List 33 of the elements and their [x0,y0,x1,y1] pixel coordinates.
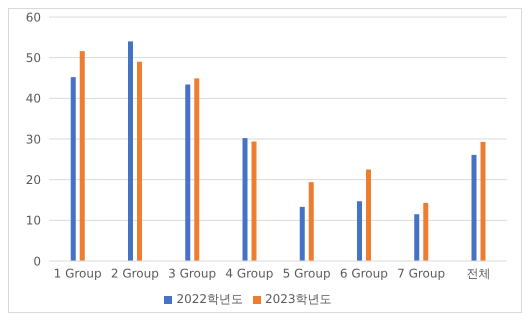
bar [414,214,420,261]
y-tick-label: 30 [26,132,41,146]
bar [185,84,190,261]
y-tick-label: 50 [26,50,41,65]
bar [357,201,362,261]
x-tick-label: 7 Group [397,266,446,281]
legend-label: 2023학년도 [265,292,332,306]
bar [423,202,428,261]
bar [194,78,200,261]
bar [242,138,248,261]
bar [137,62,142,261]
bar [80,51,85,261]
x-tick-label: 3 Group [168,266,216,281]
y-tick-label: 0 [33,254,41,268]
legend-label: 2022학년도 [176,292,243,306]
y-tick-label: 40 [26,92,41,106]
bar [70,77,76,261]
bar [308,182,314,261]
x-tick-label: 2 Group [110,266,159,281]
bar [480,142,486,261]
bar [128,41,134,261]
x-tick-label: 5 Group [282,266,331,281]
bar [366,170,372,261]
bar [472,154,477,261]
x-tick-label: 1 Group [54,266,102,281]
x-tick-label: 6 Group [340,266,388,281]
y-tick-label: 20 [26,172,41,187]
y-tick-label: 60 [26,10,41,24]
bar [300,206,305,261]
y-tick-label: 10 [26,214,41,228]
x-tick-label: 전체 [466,266,490,281]
bar [252,141,257,261]
x-tick-label: 4 Group [225,266,274,281]
